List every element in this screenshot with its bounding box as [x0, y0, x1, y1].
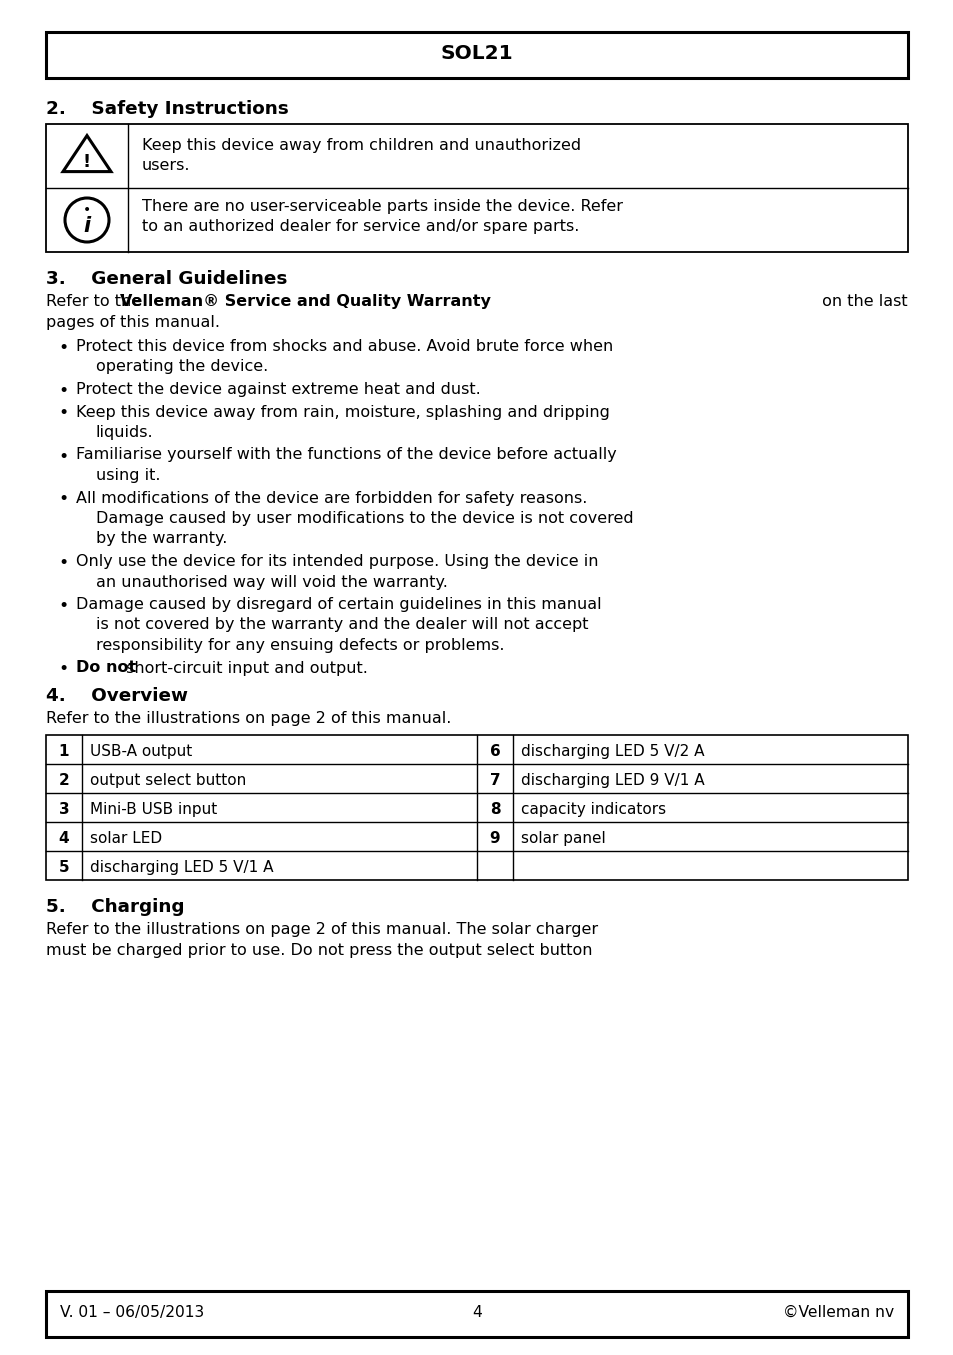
Bar: [46, 734, 907, 879]
Text: Protect the device against extreme heat and dust.: Protect the device against extreme heat …: [76, 382, 480, 397]
Text: Mini-B USB input: Mini-B USB input: [90, 802, 217, 817]
Text: 4.    Overview: 4. Overview: [46, 687, 188, 705]
Text: responsibility for any ensuing defects or problems.: responsibility for any ensuing defects o…: [96, 638, 504, 653]
Text: USB-A output: USB-A output: [90, 744, 193, 759]
Text: •: •: [58, 491, 69, 508]
Text: using it.: using it.: [96, 467, 160, 482]
Text: 1: 1: [59, 744, 70, 759]
Text: i: i: [83, 215, 91, 236]
Text: All modifications of the device are forbidden for safety reasons.: All modifications of the device are forb…: [76, 491, 587, 505]
Text: 4: 4: [59, 831, 70, 846]
Text: 3: 3: [59, 802, 70, 817]
Text: 4: 4: [472, 1305, 481, 1320]
Text: solar LED: solar LED: [90, 831, 162, 846]
Text: discharging LED 5 V/1 A: discharging LED 5 V/1 A: [90, 860, 274, 875]
Text: on the last: on the last: [817, 294, 907, 309]
Text: SOL21: SOL21: [440, 43, 513, 62]
Text: 9: 9: [489, 831, 499, 846]
Text: Do not: Do not: [76, 660, 136, 676]
Bar: [46, 125, 907, 252]
Text: Damage caused by user modifications to the device is not covered: Damage caused by user modifications to t…: [96, 511, 633, 526]
Text: discharging LED 9 V/1 A: discharging LED 9 V/1 A: [520, 772, 704, 789]
Text: 2.    Safety Instructions: 2. Safety Instructions: [46, 100, 289, 118]
Text: Refer to the illustrations on page 2 of this manual. The solar charger: Refer to the illustrations on page 2 of …: [46, 921, 598, 938]
Bar: [46, 33, 907, 79]
Text: There are no user-serviceable parts inside the device. Refer: There are no user-serviceable parts insi…: [142, 199, 622, 214]
Text: to an authorized dealer for service and/or spare parts.: to an authorized dealer for service and/…: [142, 220, 578, 234]
Text: Damage caused by disregard of certain guidelines in this manual: Damage caused by disregard of certain gu…: [76, 598, 601, 612]
Text: Familiarise yourself with the functions of the device before actually: Familiarise yourself with the functions …: [76, 447, 616, 462]
Text: output select button: output select button: [90, 772, 246, 789]
Text: capacity indicators: capacity indicators: [520, 802, 665, 817]
Text: Protect this device from shocks and abuse. Avoid brute force when: Protect this device from shocks and abus…: [76, 339, 613, 354]
Text: V. 01 – 06/05/2013: V. 01 – 06/05/2013: [60, 1305, 204, 1320]
Text: liquids.: liquids.: [96, 425, 153, 440]
Text: solar panel: solar panel: [520, 831, 605, 846]
Text: short-circuit input and output.: short-circuit input and output.: [121, 660, 368, 676]
Text: Refer to the illustrations on page 2 of this manual.: Refer to the illustrations on page 2 of …: [46, 711, 451, 726]
Text: Only use the device for its intended purpose. Using the device in: Only use the device for its intended pur…: [76, 554, 598, 569]
Text: •: •: [58, 598, 69, 615]
Text: 8: 8: [489, 802, 499, 817]
Text: by the warranty.: by the warranty.: [96, 531, 227, 546]
Text: •: •: [58, 660, 69, 679]
Text: Keep this device away from rain, moisture, splashing and dripping: Keep this device away from rain, moistur…: [76, 405, 609, 420]
Text: operating the device.: operating the device.: [96, 359, 268, 374]
Text: pages of this manual.: pages of this manual.: [46, 314, 220, 329]
Text: 5: 5: [59, 860, 70, 875]
Text: 7: 7: [489, 772, 499, 789]
Bar: [46, 1291, 907, 1337]
Text: an unauthorised way will void the warranty.: an unauthorised way will void the warran…: [96, 575, 447, 589]
Text: is not covered by the warranty and the dealer will not accept: is not covered by the warranty and the d…: [96, 618, 588, 633]
Text: •: •: [58, 382, 69, 400]
Text: •: •: [58, 405, 69, 423]
Text: must be charged prior to use. Do not press the output select button: must be charged prior to use. Do not pre…: [46, 943, 592, 958]
Text: Refer to the: Refer to the: [46, 294, 146, 309]
Text: Velleman® Service and Quality Warranty: Velleman® Service and Quality Warranty: [120, 294, 491, 309]
Text: •: •: [58, 554, 69, 572]
Text: discharging LED 5 V/2 A: discharging LED 5 V/2 A: [520, 744, 703, 759]
Text: 3.    General Guidelines: 3. General Guidelines: [46, 270, 287, 289]
Text: •: •: [83, 203, 91, 217]
Text: 2: 2: [58, 772, 70, 789]
Text: users.: users.: [142, 159, 191, 173]
Text: !: !: [83, 153, 91, 171]
Text: •: •: [58, 339, 69, 356]
Text: •: •: [58, 447, 69, 466]
Text: Keep this device away from children and unauthorized: Keep this device away from children and …: [142, 138, 580, 153]
Text: ©Velleman nv: ©Velleman nv: [782, 1305, 893, 1320]
Text: 6: 6: [489, 744, 500, 759]
Text: 5.    Charging: 5. Charging: [46, 898, 184, 916]
